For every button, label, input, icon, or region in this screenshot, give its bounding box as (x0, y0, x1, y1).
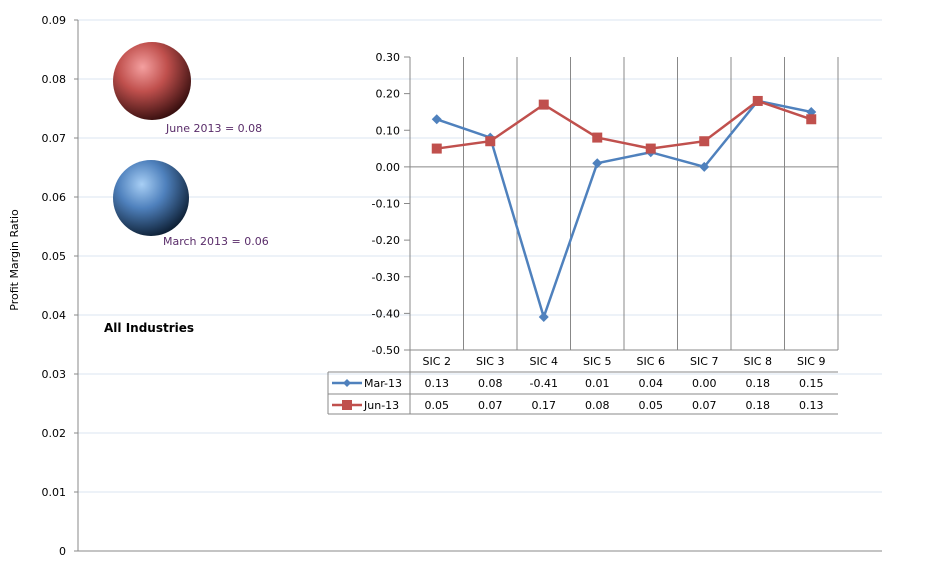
category-label: SIC 3 (476, 355, 504, 368)
table-value: -0.41 (530, 377, 558, 390)
y-tick-label: 0.01 (42, 486, 67, 499)
june-label: June 2013 = 0.08 (166, 122, 263, 135)
inner-y-tick-label: -0.50 (372, 344, 400, 357)
category-label: SIC 8 (744, 355, 772, 368)
table-value: 0.08 (585, 399, 610, 412)
inner-y-tick-label: -0.30 (372, 271, 400, 284)
inner-y-tick-label: -0.20 (372, 234, 400, 247)
table-value: 0.13 (425, 377, 450, 390)
category-label: SIC 6 (637, 355, 665, 368)
table-value: 0.18 (746, 377, 771, 390)
data-point (699, 136, 710, 147)
y-tick-label: 0.08 (42, 73, 67, 86)
legend-label: Jun-13 (363, 399, 399, 412)
y-tick-label: 0.06 (42, 191, 67, 204)
table-value: 0.01 (585, 377, 610, 390)
y-tick-label: 0.04 (42, 309, 67, 322)
data-point (431, 143, 442, 154)
table-value: 0.13 (799, 399, 824, 412)
legend-marker (343, 379, 351, 387)
data-point (592, 132, 603, 143)
table-value: 0.00 (692, 377, 717, 390)
category-label: SIC 7 (690, 355, 718, 368)
y-tick-label: 0.02 (42, 427, 67, 440)
inner-y-tick-label: 0.30 (376, 51, 401, 64)
data-point (806, 114, 817, 125)
inner-y-tick-label: 0.20 (376, 88, 401, 101)
inner-y-tick-label: 0.10 (376, 124, 401, 137)
data-point (431, 114, 442, 125)
category-label: SIC 2 (423, 355, 451, 368)
legend-marker (342, 400, 352, 410)
table-value: 0.15 (799, 377, 824, 390)
inner-y-tick-label: -0.40 (372, 307, 400, 320)
category-label: SIC 9 (797, 355, 825, 368)
data-point (485, 136, 496, 147)
table-value: 0.08 (478, 377, 503, 390)
inner-y-tick-label: 0.00 (376, 161, 401, 174)
table-value: 0.07 (478, 399, 503, 412)
series-line-Jun-13 (436, 99, 812, 150)
data-point (538, 99, 549, 110)
data-point (645, 143, 656, 154)
y-tick-label: 0 (59, 545, 66, 558)
inner-y-tick-label: -0.10 (372, 198, 400, 211)
table-value: 0.17 (532, 399, 557, 412)
data-point (592, 158, 603, 169)
y-tick-label: 0.07 (42, 132, 67, 145)
data-point (699, 161, 710, 172)
table-value: 0.05 (639, 399, 664, 412)
march-2013-sphere (113, 160, 189, 236)
legend-label: Mar-13 (364, 377, 402, 390)
category-label: SIC 4 (530, 355, 558, 368)
series-line-Mar-13 (436, 99, 812, 322)
june-2013-sphere (113, 42, 191, 120)
table-value: 0.04 (639, 377, 664, 390)
march-label: March 2013 = 0.06 (163, 235, 269, 248)
data-point (538, 312, 549, 323)
y-tick-label: 0.05 (42, 250, 67, 263)
y-tick-label: 0.09 (42, 14, 67, 27)
table-value: 0.07 (692, 399, 717, 412)
y-axis-title: Profit Margin Ratio (8, 209, 21, 311)
y-tick-label: 0.03 (42, 368, 67, 381)
table-value: 0.05 (425, 399, 450, 412)
category-label: SIC 5 (583, 355, 611, 368)
data-point (752, 95, 763, 106)
chart-title: All Industries (104, 321, 195, 335)
table-value: 0.18 (746, 399, 771, 412)
